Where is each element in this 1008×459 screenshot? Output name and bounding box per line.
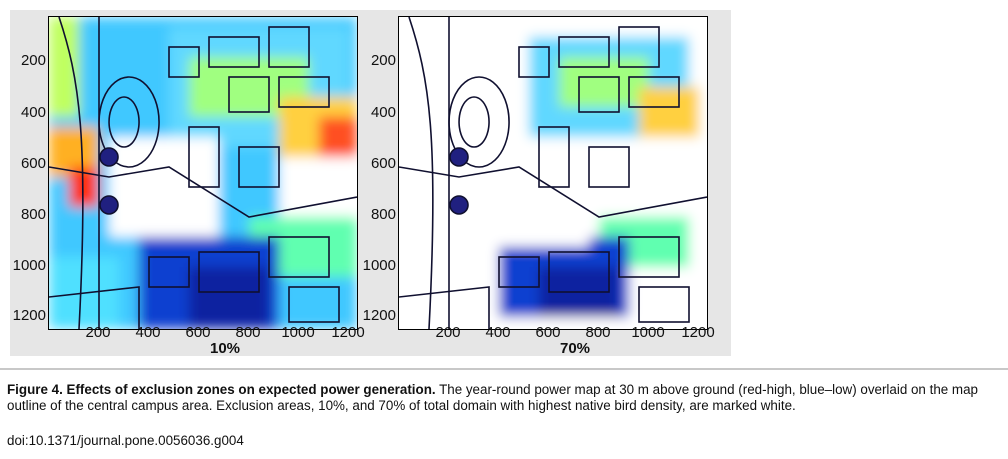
power-map-10-percent-image: [49, 17, 357, 329]
y-tick-label: 400: [370, 104, 396, 121]
x-tick-label: 1200: [331, 324, 365, 341]
y-tick-label: 800: [370, 206, 396, 223]
x-tick-label: 1000: [631, 324, 665, 341]
y-tick-label: 800: [20, 206, 46, 223]
y-tick-label: 600: [370, 155, 396, 172]
panel-label-70-percent: 70%: [559, 340, 591, 357]
figure-panel: 200 400 600 800 1000 1200 200 400 600 80…: [10, 10, 731, 357]
figure-caption-body: The year-round power map at 30 m above g…: [7, 382, 978, 414]
y-tick-label: 1000: [12, 257, 46, 274]
power-map-70-percent: [398, 16, 708, 330]
power-map-70-percent-image: [399, 17, 707, 329]
x-tick-label: 800: [235, 324, 261, 341]
y-tick-label: 400: [20, 104, 46, 121]
x-tick-label: 200: [85, 324, 111, 341]
y-tick-label: 1200: [362, 307, 396, 324]
figure-doi: doi:10.1371/journal.pone.0056036.g004: [7, 433, 244, 448]
x-tick-label: 600: [535, 324, 561, 341]
y-tick-label: 1200: [12, 307, 46, 324]
panel-label-10-percent: 10%: [209, 340, 241, 357]
x-tick-label: 400: [485, 324, 511, 341]
figure-caption: Figure 4. Effects of exclusion zones on …: [7, 382, 1002, 414]
x-tick-label: 600: [185, 324, 211, 341]
y-tick-label: 600: [20, 155, 46, 172]
figure-caption-title: Figure 4. Effects of exclusion zones on …: [7, 382, 436, 397]
x-tick-label: 200: [435, 324, 461, 341]
x-tick-label: 1200: [681, 324, 715, 341]
y-tick-label: 200: [370, 52, 396, 69]
y-tick-label: 1000: [362, 257, 396, 274]
x-tick-label: 400: [135, 324, 161, 341]
x-tick-label: 1000: [281, 324, 315, 341]
caption-divider: [0, 368, 1008, 370]
power-map-10-percent: [48, 16, 358, 330]
x-tick-label: 800: [585, 324, 611, 341]
y-tick-label: 200: [20, 52, 46, 69]
